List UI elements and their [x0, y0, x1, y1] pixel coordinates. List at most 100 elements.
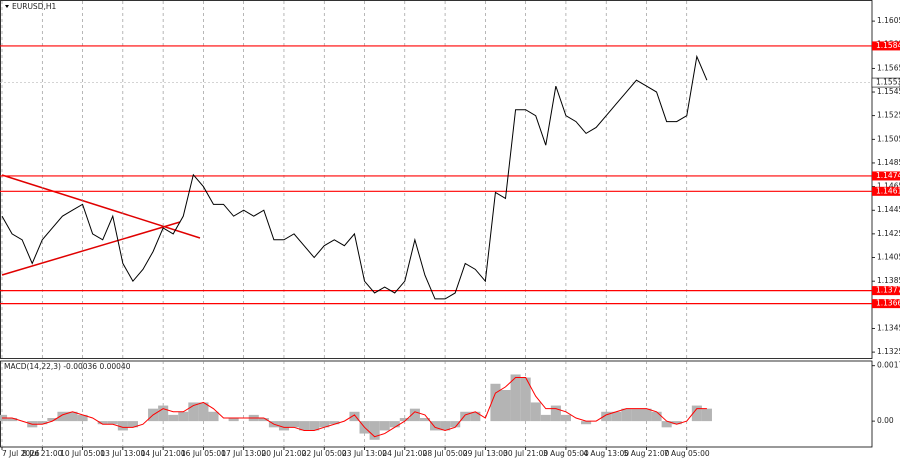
y-tick-label: 1.1605: [877, 16, 900, 25]
y-tick-label: 1.1445: [877, 205, 900, 214]
y-tick-label: 1.1345: [877, 323, 900, 332]
x-tick-label: 14 Jul 21:00: [141, 449, 186, 458]
y-tick-label: 1.1325: [877, 347, 900, 356]
macd-bar: [560, 414, 571, 422]
level-label: 1.1461: [876, 186, 900, 195]
macd-bar: [540, 414, 551, 422]
level-label-box: [872, 299, 900, 309]
macd-bar: [47, 418, 58, 422]
y-tick-label: 1.1405: [877, 253, 900, 262]
macd-bar: [470, 411, 481, 422]
y-tick-label: 1.1505: [877, 134, 900, 143]
macd-bar: [651, 411, 662, 422]
macd-bar: [67, 411, 78, 422]
y-tick-label: 1.1565: [877, 63, 900, 72]
y-tick-label: 1.1385: [877, 276, 900, 285]
macd-bar: [460, 411, 471, 422]
macd-bar: [299, 421, 310, 431]
y-tick-label: 1.1485: [877, 158, 900, 167]
macd-bar: [188, 402, 199, 422]
macd-bar: [601, 411, 612, 422]
macd-bar: [419, 418, 431, 422]
macd-bar: [399, 418, 410, 422]
x-tick-label: 30 Jul 21:00: [503, 449, 548, 458]
level-label-box: [872, 286, 900, 296]
x-tick-label: 22 Jul 05:00: [302, 449, 347, 458]
x-tick-label: 20 Jul 21:00: [261, 449, 306, 458]
macd-bar: [440, 421, 451, 431]
x-tick-label: 17 Jul 13:00: [221, 449, 266, 458]
macd-bar: [127, 421, 138, 428]
macd-bar: [450, 421, 461, 428]
x-tick-label: 13 Jul 13:00: [100, 449, 145, 458]
level-label: 1.1366: [876, 299, 900, 308]
trend-line: [1, 174, 201, 239]
y-tick-label: 0.00178: [877, 361, 900, 370]
macd-bar: [168, 414, 179, 422]
macd-bar: [228, 418, 239, 422]
macd-bar: [691, 405, 702, 422]
level-label-box: [872, 171, 900, 181]
macd-bar: [581, 421, 592, 425]
x-tick-label: 28 Jul 05:00: [423, 449, 468, 458]
signal-line: [2, 377, 707, 438]
macd-bar: [278, 421, 290, 431]
y-tick-label: 1.1525: [877, 111, 900, 120]
macd-bar: [97, 421, 108, 425]
x-tick-label: 7 Jul 2026: [2, 449, 40, 458]
level-label: 1.1584: [876, 41, 900, 50]
current-price-box: [871, 77, 900, 88]
x-tick-label: 29 Jul 13:00: [463, 449, 508, 458]
level-label: 1.1474: [876, 171, 900, 180]
x-tick-label: 8 Jul 21:00: [22, 449, 62, 458]
chart-title: EURUSD,H1: [12, 2, 56, 11]
macd-bar: [530, 402, 541, 422]
x-tick-label: 4 Aug 13:00: [583, 449, 629, 458]
macd-bar: [500, 390, 511, 422]
macd-bar: [309, 421, 320, 431]
current-price-label: 1.1553: [876, 78, 900, 87]
y-tick-label: 1.1465: [877, 182, 900, 191]
macd-bar: [158, 405, 169, 422]
x-tick-label: 23 Jul 13:00: [342, 449, 387, 458]
macd-bar: [520, 377, 531, 422]
y-tick-label: 1.1425: [877, 229, 900, 238]
x-tick-label: 24 Jul 21:00: [382, 449, 427, 458]
macd-bar: [117, 421, 128, 431]
macd-bar: [208, 411, 219, 422]
macd-bar: [430, 421, 441, 431]
macd-bar: [178, 411, 189, 422]
macd-bar: [510, 374, 521, 422]
macd-bar: [319, 421, 330, 428]
macd-bar: [349, 411, 360, 422]
macd-bar: [409, 408, 420, 422]
x-tick-label: 16 Jul 05:00: [181, 449, 226, 458]
macd-bar: [198, 402, 209, 422]
macd-bar: [631, 408, 642, 422]
macd-bar: [490, 383, 501, 422]
level-label-box: [872, 41, 900, 51]
level-label: 1.1377: [876, 286, 900, 295]
macd-bar: [621, 408, 632, 422]
y-tick-label: 0.00: [877, 416, 894, 425]
macd-bar: [701, 408, 712, 422]
macd-bar: [369, 421, 380, 440]
macd-bar: [329, 421, 340, 425]
macd-bar: [671, 421, 682, 425]
macd-bar: [611, 411, 622, 422]
macd-bar: [77, 414, 88, 422]
x-tick-label: 7 Aug 05:00: [664, 449, 710, 458]
macd-bar: [107, 421, 118, 425]
x-tick-label: 3 Aug 05:00: [543, 449, 589, 458]
macd-bar: [289, 421, 300, 428]
menu-arrow: [5, 5, 9, 8]
level-label-box: [872, 186, 900, 196]
x-tick-label: 10 Jul 05:00: [60, 449, 105, 458]
macd-bar: [258, 418, 269, 422]
macd-bar: [379, 421, 390, 431]
macd-bar: [37, 421, 48, 425]
macd-bar: [641, 408, 652, 422]
